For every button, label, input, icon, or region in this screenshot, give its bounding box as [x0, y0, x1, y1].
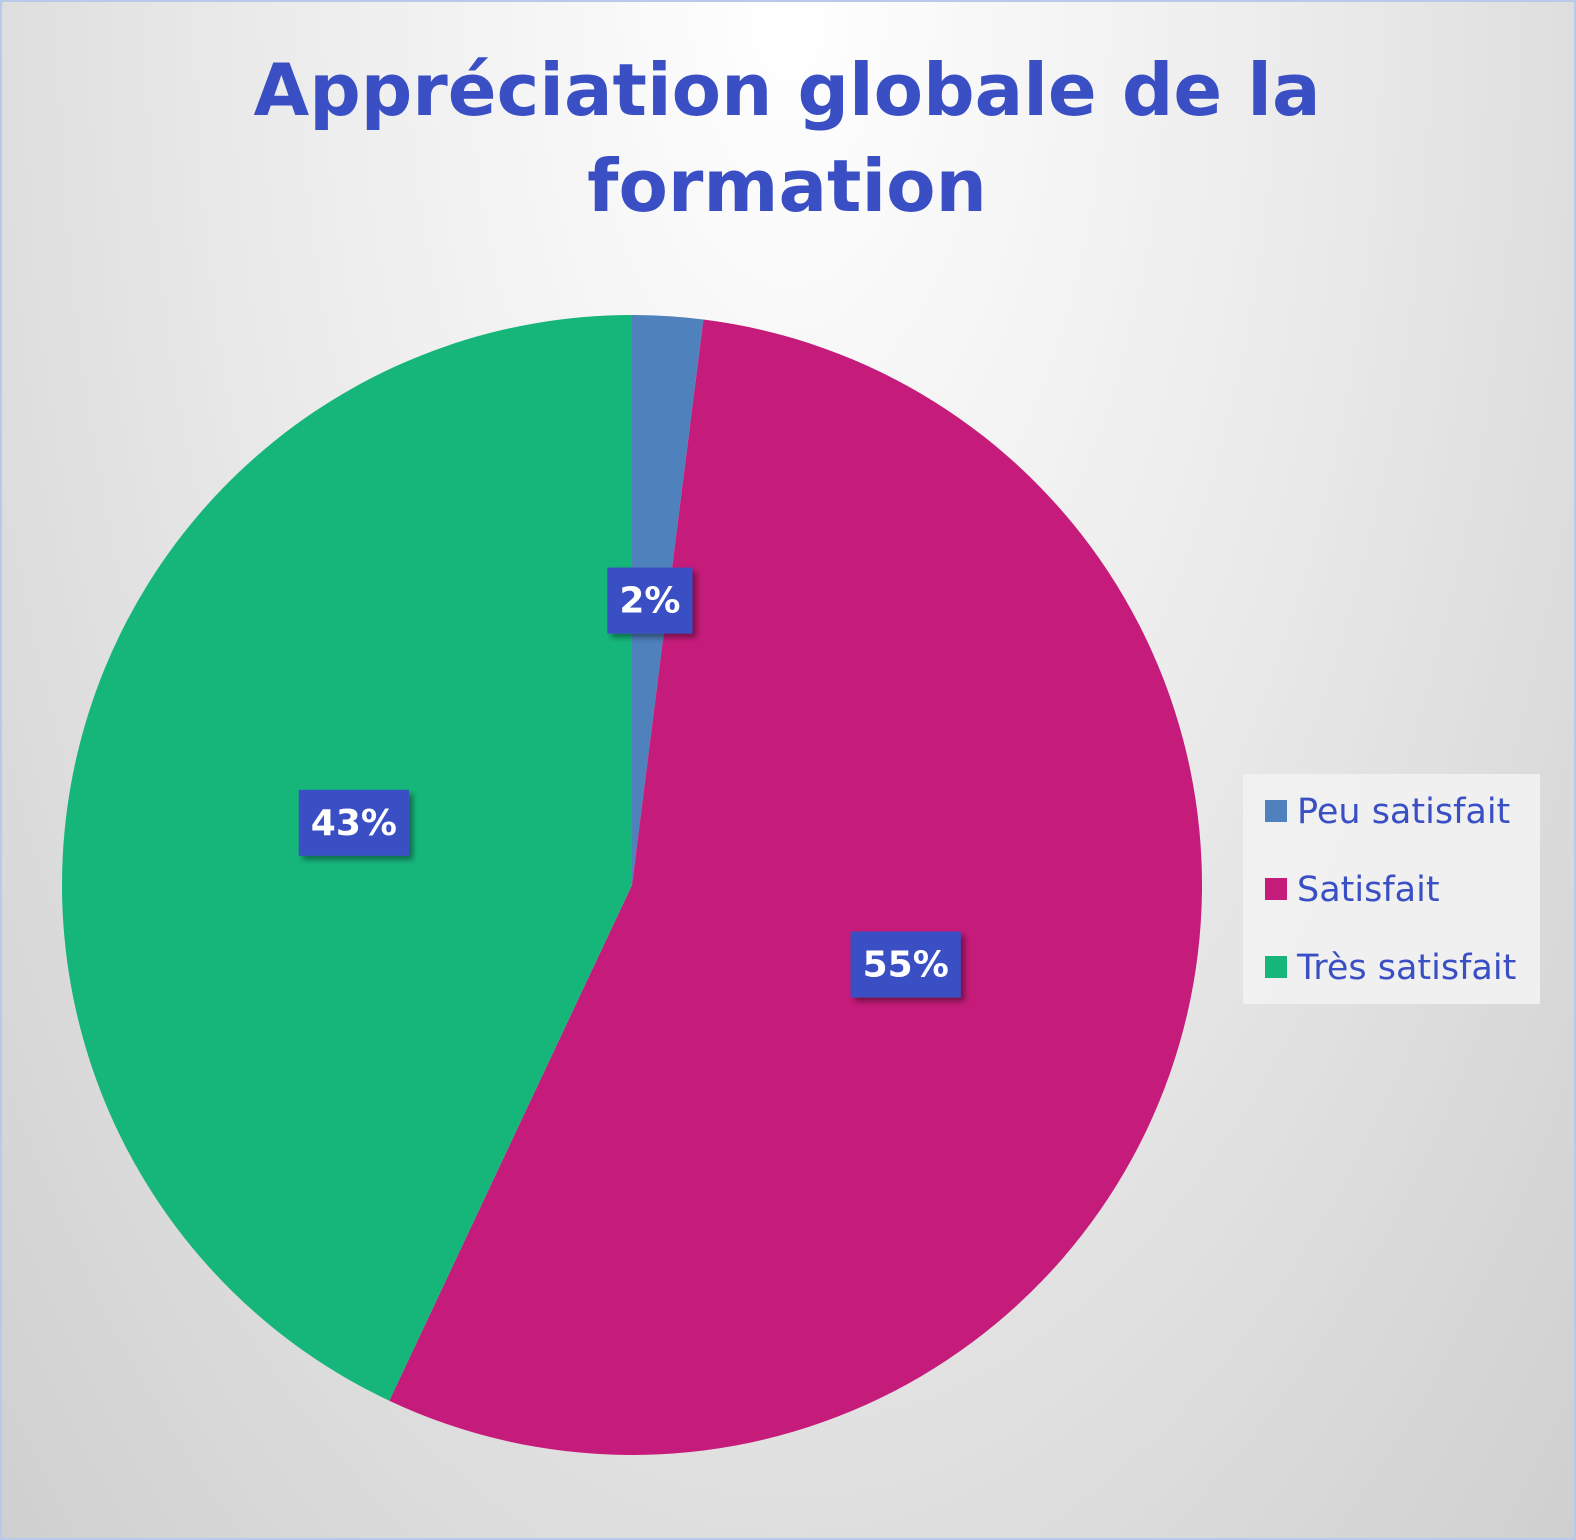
- pie-slice: [62, 315, 632, 1401]
- chart-title: Appréciation globale de la formation: [253, 48, 1321, 228]
- legend-marker: [1265, 800, 1287, 822]
- data-label: 55%: [863, 945, 949, 986]
- legend-label: Très satisfait: [1296, 948, 1516, 988]
- legend-label: Satisfait: [1297, 870, 1440, 910]
- data-label: 43%: [311, 803, 397, 844]
- data-label: 2%: [619, 581, 680, 622]
- legend-box: [1243, 774, 1540, 1004]
- pie-slice: [389, 319, 1202, 1455]
- legend-marker: [1265, 956, 1287, 978]
- data-label-box: [298, 789, 409, 856]
- data-label-box: [607, 567, 693, 634]
- legend-marker: [1265, 878, 1287, 900]
- legend-label: Peu satisfait: [1297, 792, 1510, 832]
- data-label-box: [850, 931, 961, 998]
